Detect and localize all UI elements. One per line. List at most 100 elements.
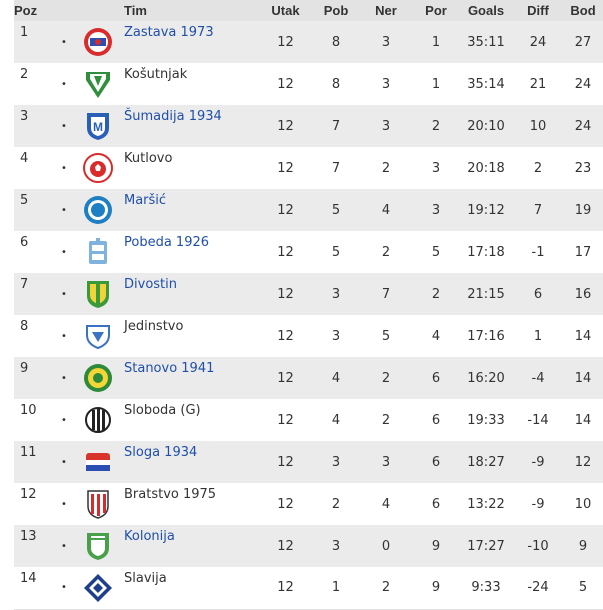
position-cell: 3: [20, 109, 29, 124]
bullet: •: [61, 330, 67, 342]
bullet: •: [61, 498, 67, 510]
diff-cell: -24: [527, 580, 549, 596]
position-cell: 14: [20, 571, 37, 586]
played-cell: 12: [277, 244, 294, 260]
table-row: 13 • Kolonija 12 3 0 9 17:27 -10 9: [14, 525, 603, 567]
bullet: •: [61, 162, 67, 174]
table-row: 4 • Kutlovo 12 7 2 3 20:18 2 23: [14, 147, 603, 189]
position-cell: 4: [20, 151, 29, 166]
red-white-striped-shield-crest: [87, 490, 109, 519]
table-row: 10 • Sloboda (G) 12 4 2 6 19:33 -14 14: [14, 399, 603, 441]
points-cell: 19: [574, 202, 592, 218]
won-cell: 5: [331, 244, 341, 260]
played-cell: 12: [277, 496, 294, 512]
played-cell: 12: [277, 76, 294, 92]
lost-cell: 3: [431, 160, 441, 176]
points-cell: 14: [574, 328, 592, 344]
team-name-link[interactable]: Sloga 1934: [124, 445, 198, 460]
header-points: Bod: [570, 3, 596, 18]
team-name: Košutnjak: [124, 67, 188, 82]
won-cell: 5: [331, 202, 341, 218]
played-cell: 12: [277, 34, 294, 50]
goals-cell: 13:22: [467, 496, 505, 512]
team-name-link[interactable]: Kolonija: [124, 529, 175, 544]
points-cell: 14: [574, 412, 592, 428]
goals-cell: 19:12: [467, 202, 505, 218]
team-name-link[interactable]: Šumadija 1934: [124, 109, 222, 124]
diff-cell: 24: [529, 34, 547, 50]
red-ball-crest: [83, 153, 113, 183]
red-white-blue-crest: [86, 453, 110, 471]
drawn-cell: 2: [381, 370, 391, 386]
lost-cell: 3: [431, 202, 441, 218]
table-row: 11 • Sloga 1934 12 3 3 6 18:27 -9 12: [14, 441, 603, 483]
position-cell: 8: [20, 319, 29, 334]
position-cell: 6: [20, 235, 29, 250]
drawn-cell: 3: [381, 76, 391, 92]
team-name-link[interactable]: Zastava 1973: [124, 25, 214, 40]
played-cell: 12: [277, 286, 294, 302]
green-yellow-round-crest: [84, 364, 112, 392]
goals-cell: 17:27: [467, 538, 505, 554]
lost-cell: 1: [431, 34, 441, 50]
red-blue-round-crest: [84, 28, 112, 56]
points-cell: 24: [574, 118, 592, 134]
drawn-cell: 3: [381, 454, 391, 470]
diff-cell: -9: [531, 496, 545, 512]
played-cell: 12: [277, 454, 294, 470]
goals-cell: 9:33: [471, 580, 501, 596]
diff-cell: -4: [531, 370, 545, 386]
lost-cell: 9: [431, 538, 441, 554]
bullet: •: [61, 288, 67, 300]
points-cell: 10: [574, 496, 592, 512]
bullet: •: [61, 204, 67, 216]
bullet: •: [61, 456, 67, 468]
position-cell: 2: [20, 67, 29, 82]
points-cell: 16: [574, 286, 592, 302]
team-name-link[interactable]: Divostin: [124, 277, 177, 292]
table-row: 7 • Divostin 12 3 7 2 21:15 6 16: [14, 273, 603, 315]
played-cell: 12: [277, 160, 294, 176]
lost-cell: 1: [431, 76, 441, 92]
diff-cell: 10: [529, 118, 547, 134]
lost-cell: 2: [431, 286, 441, 302]
won-cell: 2: [331, 496, 341, 512]
won-cell: 4: [331, 370, 341, 386]
position-cell: 9: [20, 361, 29, 376]
header-drawn: Ner: [375, 3, 397, 18]
bullet: •: [61, 414, 67, 426]
drawn-cell: 4: [381, 496, 391, 512]
goals-cell: 20:18: [467, 160, 505, 176]
drawn-cell: 3: [381, 34, 391, 50]
standings-table: Poz Tim Utak Pob Ner Por Goals Diff Bod …: [14, 0, 603, 610]
header-row: Poz Tim Utak Pob Ner Por Goals Diff Bod: [14, 0, 603, 21]
bullet: •: [61, 36, 67, 48]
table-row: 5 • Maršić 12 5 4 3 19:12 7 19: [14, 189, 603, 231]
blue-shield-crest: M: [87, 113, 109, 140]
drawn-cell: 0: [381, 538, 391, 554]
diff-cell: 21: [529, 76, 547, 92]
played-cell: 12: [277, 202, 294, 218]
drawn-cell: 7: [381, 286, 391, 302]
position-cell: 5: [20, 193, 29, 208]
green-yellow-shield-crest: [87, 281, 109, 308]
team-name-link[interactable]: Maršić: [124, 193, 167, 208]
light-blue-tower-crest: [89, 238, 107, 264]
team-name-link[interactable]: Stanovo 1941: [124, 361, 215, 376]
team-name: Kutlovo: [124, 151, 173, 166]
goals-cell: 16:20: [467, 370, 505, 386]
header-team: Tim: [124, 3, 147, 18]
team-name-link[interactable]: Pobeda 1926: [124, 235, 210, 250]
position-cell: 7: [20, 277, 29, 292]
lost-cell: 2: [431, 118, 441, 134]
svg-text:M: M: [93, 120, 103, 134]
goals-cell: 35:14: [467, 76, 505, 92]
drawn-cell: 2: [381, 244, 391, 260]
diff-cell: -9: [531, 454, 545, 470]
played-cell: 12: [277, 370, 294, 386]
points-cell: 23: [574, 160, 592, 176]
table-row: 1 • Zastava 1973 12 8 3 1 35:11 24 27: [14, 21, 603, 63]
drawn-cell: 2: [381, 160, 391, 176]
diff-cell: -1: [531, 244, 545, 260]
points-cell: 27: [574, 34, 592, 50]
